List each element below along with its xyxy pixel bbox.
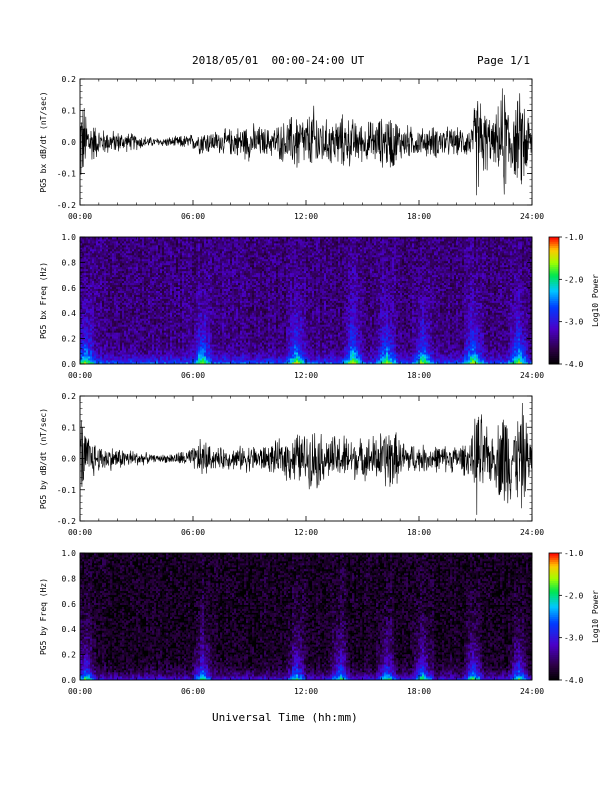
x-tick-label: 06:00 xyxy=(181,371,205,380)
y-axis-label: PG5 by dB/dt (nT/sec) xyxy=(39,408,48,509)
y-tick-label: 0.6 xyxy=(62,284,77,293)
panel-1 xyxy=(79,78,533,206)
y-tick-label: 0.0 xyxy=(62,676,77,685)
y-tick-label: -0.1 xyxy=(57,486,76,495)
colorbar-label: Log10 Power xyxy=(591,590,600,643)
colorbar-tick-label: -3.0 xyxy=(564,318,583,327)
x-tick-label: 24:00 xyxy=(520,687,544,696)
colorbar-tick-label: -1.0 xyxy=(564,233,583,242)
y-tick-label: 0.2 xyxy=(62,75,77,84)
y-tick-label: 0.4 xyxy=(62,309,77,318)
spectrogram-2 xyxy=(80,237,532,364)
y-tick-label: -0.1 xyxy=(57,170,76,179)
panel-2 xyxy=(79,236,562,365)
x-tick-label: 18:00 xyxy=(407,528,431,537)
x-tick-label: 18:00 xyxy=(407,212,431,221)
x-tick-label: 18:00 xyxy=(407,687,431,696)
x-tick-label: 12:00 xyxy=(294,687,318,696)
y-tick-label: 0.1 xyxy=(62,423,77,432)
y-axis-label: PG5 by Freq (Hz) xyxy=(39,578,48,655)
panel-4 xyxy=(79,552,562,681)
x-tick-label: 24:00 xyxy=(520,371,544,380)
y-tick-label: 0.6 xyxy=(62,600,77,609)
x-tick-label: 18:00 xyxy=(407,371,431,380)
x-tick-label: 12:00 xyxy=(294,371,318,380)
x-tick-label: 24:00 xyxy=(520,528,544,537)
x-tick-label: 12:00 xyxy=(294,212,318,221)
y-tick-label: 0.0 xyxy=(62,455,77,464)
colorbar-4 xyxy=(548,552,562,681)
y-axis-label: PG5 bx Freq (Hz) xyxy=(39,262,48,339)
y-tick-label: -0.2 xyxy=(57,517,76,526)
x-tick-label: 06:00 xyxy=(181,528,205,537)
y-tick-label: 1.0 xyxy=(62,549,77,558)
y-axis-label: PG5 bx dB/dt (nT/sec) xyxy=(39,91,48,192)
y-tick-label: -0.2 xyxy=(57,201,76,210)
spectrogram-4 xyxy=(80,553,532,680)
panel-3 xyxy=(79,395,533,522)
colorbar-tick-label: -2.0 xyxy=(564,591,583,600)
dbdt-trace-3 xyxy=(80,402,532,515)
y-tick-label: 0.4 xyxy=(62,625,77,634)
y-tick-label: 0.8 xyxy=(62,258,77,267)
x-tick-label: 00:00 xyxy=(68,212,92,221)
colorbar-tick-label: -1.0 xyxy=(564,549,583,558)
colorbar-tick-label: -2.0 xyxy=(564,275,583,284)
x-axis-label: Universal Time (hh:mm) xyxy=(212,711,358,724)
y-tick-label: 0.2 xyxy=(62,392,77,401)
colorbar-tick-label: -4.0 xyxy=(564,360,583,369)
colorbar-2 xyxy=(548,236,562,365)
y-tick-label: 0.0 xyxy=(62,360,77,369)
colorbar-label: Log10 Power xyxy=(591,274,600,327)
figure-title: 2018/05/01 00:00-24:00 UT xyxy=(192,54,364,67)
x-tick-label: 06:00 xyxy=(181,212,205,221)
y-tick-label: 1.0 xyxy=(62,233,77,242)
colorbar-tick-label: -4.0 xyxy=(564,676,583,685)
y-tick-label: 0.0 xyxy=(62,138,77,147)
dbdt-trace-1 xyxy=(80,88,532,196)
page-indicator: Page 1/1 xyxy=(477,54,530,67)
colorbar-tick-label: -3.0 xyxy=(564,634,583,643)
y-tick-label: 0.2 xyxy=(62,335,77,344)
x-tick-label: 06:00 xyxy=(181,687,205,696)
x-tick-label: 00:00 xyxy=(68,528,92,537)
x-tick-label: 12:00 xyxy=(294,528,318,537)
x-tick-label: 00:00 xyxy=(68,371,92,380)
y-tick-label: 0.8 xyxy=(62,574,77,583)
y-tick-label: 0.1 xyxy=(62,107,77,116)
x-tick-label: 24:00 xyxy=(520,212,544,221)
x-tick-label: 00:00 xyxy=(68,687,92,696)
y-tick-label: 0.2 xyxy=(62,651,77,660)
